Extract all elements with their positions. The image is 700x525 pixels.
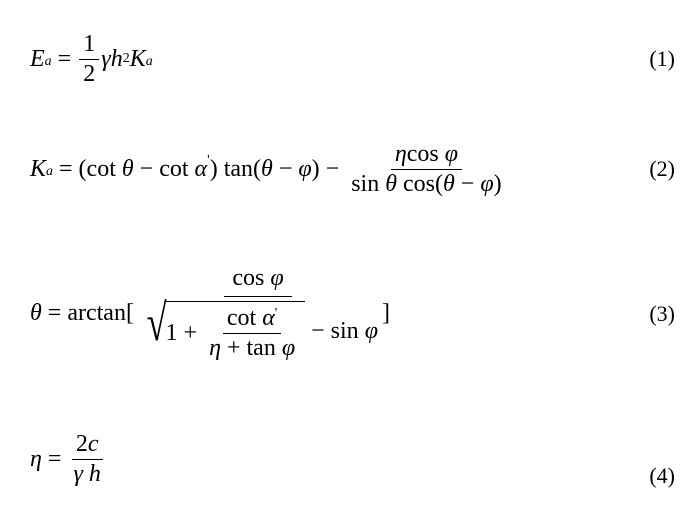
minus4: − — [461, 171, 475, 197]
tan2: tan — [247, 335, 276, 361]
phi5: φ — [282, 335, 295, 361]
num-top-eq3: cos φ — [224, 265, 291, 297]
equation-row-4: η = 2c γ h (4) — [0, 430, 700, 489]
phi1: φ — [298, 156, 311, 183]
plus2: + — [227, 335, 241, 361]
c: c — [88, 431, 99, 457]
equals: = — [52, 46, 78, 73]
phi6: φ — [365, 318, 378, 345]
equation-4-content: η = 2c γ h — [30, 430, 107, 489]
sub-a: a — [45, 54, 52, 70]
theta5: θ — [30, 300, 42, 327]
den-eq4: γ h — [69, 460, 104, 489]
var-K: K — [30, 156, 46, 183]
cot3: cot — [227, 305, 256, 331]
equation-number-2: (2) — [649, 156, 675, 182]
one: 1 — [166, 320, 178, 347]
eta3: η — [30, 446, 42, 473]
inner-num: cot α' — [223, 304, 281, 334]
equation-number-1: (1) — [649, 46, 675, 72]
phi2: φ — [445, 141, 458, 167]
phi3: φ — [480, 171, 493, 197]
sqrt-body: 1 + cot α' η + tan φ — [164, 301, 306, 363]
tan1: tan — [224, 156, 253, 183]
den-2: 2 — [79, 60, 99, 89]
prime2: ' — [275, 306, 278, 321]
sin2: sin — [331, 318, 359, 345]
alpha1: α — [195, 156, 208, 183]
fraction-half: 1 2 — [79, 30, 99, 89]
eta1: η — [395, 141, 407, 167]
K: K — [130, 46, 146, 73]
sup-2: 2 — [123, 51, 130, 67]
alpha2: α — [262, 305, 275, 331]
prime1: ' — [207, 153, 210, 169]
var-E: E — [30, 46, 45, 73]
den-bottom-eq3: √ 1 + cot α' η + tan φ − sin — [134, 297, 382, 363]
cos3: cos — [232, 265, 264, 291]
gamma: γ — [101, 46, 110, 73]
sub-a2: a — [46, 164, 53, 180]
equation-2-content: Ka = (cot θ − cot α') tan(θ − φ) − ηcos … — [30, 140, 508, 199]
equation-row-1: Ea = 1 2 γh2Ka (1) — [0, 30, 700, 89]
num-eq4: 2c — [72, 430, 103, 460]
gamma2: γ — [73, 461, 82, 487]
theta3: θ — [385, 171, 397, 197]
equation-1-content: Ea = 1 2 γh2Ka — [30, 30, 153, 89]
plus1: + — [184, 320, 198, 347]
arctan: arctan — [67, 300, 126, 327]
phi4: φ — [270, 265, 283, 291]
sqrt: √ 1 + cot α' η + tan φ — [138, 301, 305, 363]
h: h — [111, 46, 123, 73]
theta2: θ — [261, 156, 273, 183]
num-1: 1 — [79, 30, 99, 60]
equation-row-3: θ = arctan[ cos φ √ 1 + cot α' — [0, 265, 700, 363]
minus5: − — [311, 318, 325, 345]
theta1: θ — [122, 156, 134, 183]
inner-den: η + tan φ — [205, 334, 299, 363]
equation-row-2: Ka = (cot θ − cot α') tan(θ − φ) − ηcos … — [0, 140, 700, 199]
theta4: θ — [443, 171, 455, 197]
den-eq2: sin θ cos(θ − φ) — [347, 170, 505, 199]
sqrt-sign: √ — [147, 301, 167, 363]
inner-frac: cot α' η + tan φ — [205, 304, 299, 363]
cos2: cos — [403, 171, 435, 197]
equation-number-3: (3) — [649, 301, 675, 327]
sin1: sin — [351, 171, 379, 197]
minus3: − — [326, 156, 340, 183]
equals2: = ( — [53, 156, 87, 183]
sub-Ka: a — [146, 54, 153, 70]
fraction-eq2: ηcos φ sin θ cos(θ − φ) — [347, 140, 505, 199]
frac-eq4: 2c γ h — [69, 430, 104, 489]
equals4: = — [42, 446, 68, 473]
cot2: cot — [159, 156, 188, 183]
cot1: cot — [87, 156, 116, 183]
equals3: = — [42, 300, 68, 327]
equation-number-4: (4) — [649, 463, 675, 489]
cos1: cos — [407, 141, 439, 167]
h2: h — [89, 461, 101, 487]
minus2: − — [279, 156, 293, 183]
num-eq2: ηcos φ — [391, 140, 462, 170]
outer-frac-eq3: cos φ √ 1 + cot α' η + tan φ — [134, 265, 382, 363]
equation-3-content: θ = arctan[ cos φ √ 1 + cot α' — [30, 265, 390, 363]
eta2: η — [209, 335, 221, 361]
two: 2 — [76, 431, 88, 457]
minus1: − — [140, 156, 154, 183]
